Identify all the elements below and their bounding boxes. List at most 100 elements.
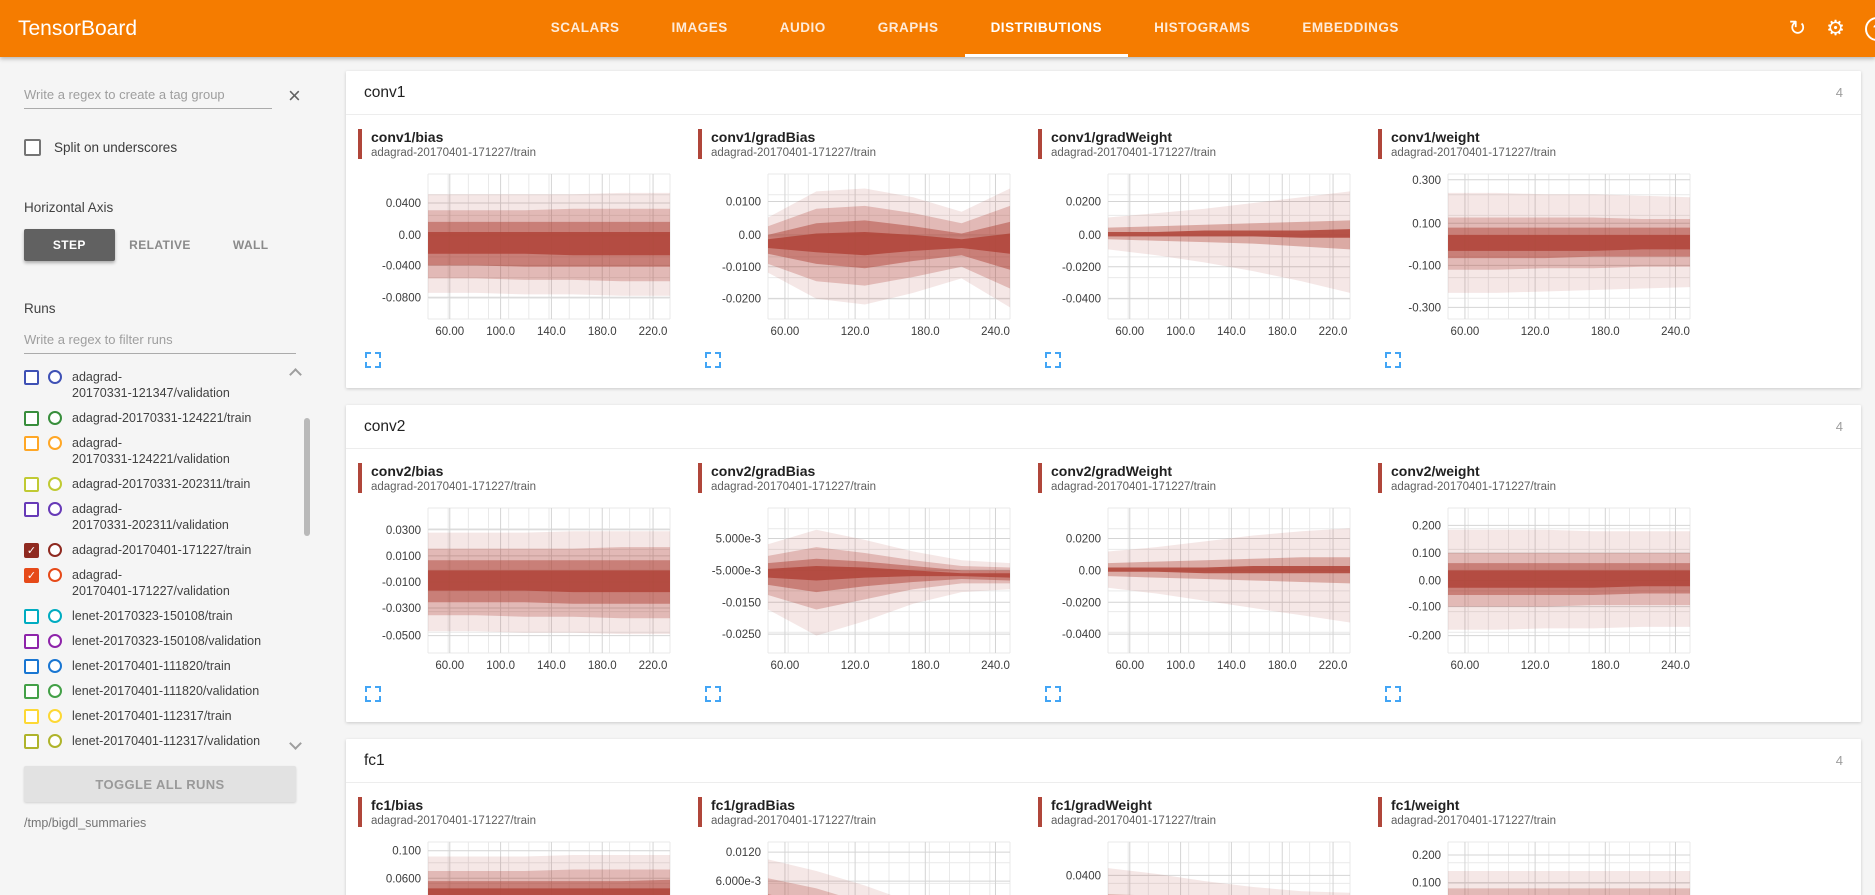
run-color-circle[interactable] — [48, 609, 62, 623]
refresh-icon[interactable]: ↻ — [1788, 16, 1807, 40]
expand-chart-icon[interactable] — [1044, 685, 1062, 706]
distribution-band — [1108, 229, 1350, 238]
distribution-plot[interactable]: 60.00 100.0 140.0 180.0 220.0 0.0200 0.00 -0.02… — [1038, 169, 1358, 345]
distribution-plot[interactable]: 60.00100.0140.0180.0220.00.04000.00-0.04… — [1038, 837, 1358, 895]
run-checkbox[interactable] — [24, 501, 39, 517]
tab-histograms[interactable]: HISTOGRAMS — [1154, 19, 1251, 35]
distribution-band — [428, 888, 670, 895]
y-tick-label: -0.100 — [1408, 602, 1441, 614]
x-tick-label: 180.0 — [1268, 660, 1297, 672]
split-underscores-row[interactable]: Split on underscores — [24, 139, 332, 156]
run-checkbox[interactable]: ✓ — [24, 567, 39, 583]
chart-title-block: conv2/gradBias adagrad-20170401-171227/tr… — [698, 463, 1038, 493]
tab-bar: SCALARS IMAGES AUDIO GRAPHS DISTRIBUTIONS HIS… — [161, 0, 1788, 57]
distribution-plot[interactable]: 60.00100.0140.0180.0220.00.1000.06000.02… — [358, 837, 678, 895]
distribution-plot[interactable]: 60.00 120.0 180.0 240.0 0.0100 0.00 -0.0100 -0.… — [698, 169, 1018, 345]
tab-distributions[interactable]: DISTRIBUTIONS — [964, 0, 1129, 57]
run-checkbox[interactable] — [24, 410, 39, 426]
run-color-circle[interactable] — [48, 370, 62, 384]
axis-button-step[interactable]: STEP — [24, 229, 115, 261]
axis-button-wall[interactable]: WALL — [205, 229, 296, 261]
run-color-circle[interactable] — [48, 502, 62, 516]
run-checkbox[interactable] — [24, 608, 39, 624]
expand-chart-icon[interactable] — [364, 351, 382, 372]
run-item[interactable]: lenet-20170323-150108/validation — [24, 628, 310, 653]
run-item[interactable]: adagrad-20170331-124221/train — [24, 405, 310, 430]
expand-chart-icon[interactable] — [1384, 685, 1402, 706]
split-underscores-checkbox[interactable] — [24, 139, 41, 156]
close-icon[interactable]: × — [288, 83, 301, 108]
run-item[interactable]: ✓ adagrad- 20170401-171227/validation — [24, 562, 310, 603]
run-item[interactable]: lenet-20170401-111820/validation — [24, 678, 310, 703]
expand-chart-icon[interactable] — [1044, 351, 1062, 372]
run-color-circle[interactable] — [48, 734, 62, 748]
run-checkbox[interactable] — [24, 633, 39, 649]
run-item[interactable]: adagrad- 20170331-202311/validation — [24, 496, 310, 537]
tab-embeddings[interactable]: EMBEDDINGS — [1302, 19, 1399, 35]
runs-regex-input[interactable] — [24, 328, 296, 354]
chart-title-block: conv2/weight adagrad-20170401-171227/trai… — [1378, 463, 1718, 493]
distribution-plot[interactable]: 60.00 100.0 140.0 180.0 220.0 0.0300 0.0100 -0.… — [358, 503, 678, 679]
expand-chart-icon[interactable] — [704, 351, 722, 372]
run-color-circle[interactable] — [48, 709, 62, 723]
run-color-circle[interactable] — [48, 477, 62, 491]
run-checkbox[interactable] — [24, 733, 39, 749]
tab-scalars[interactable]: SCALARS — [550, 19, 620, 35]
section-header-conv2[interactable]: conv2 4 — [346, 405, 1861, 449]
toggle-all-runs-button[interactable]: TOGGLE ALL RUNS — [24, 766, 296, 802]
run-item[interactable]: lenet-20170401-111820/train — [24, 653, 310, 678]
x-tick-label: 180.0 — [911, 660, 940, 672]
axis-button-relative[interactable]: RELATIVE — [115, 229, 206, 261]
distribution-plot[interactable]: 60.00 100.0 140.0 180.0 220.0 0.0200 0.00 -0.02… — [1038, 503, 1358, 679]
runs-scrollbar-thumb[interactable] — [304, 418, 310, 536]
y-tick-label: -0.0100 — [382, 577, 421, 589]
run-checkbox[interactable]: ✓ — [24, 542, 39, 558]
distribution-band — [1108, 191, 1350, 293]
expand-chart-icon[interactable] — [1384, 351, 1402, 372]
tab-images[interactable]: IMAGES — [671, 19, 728, 35]
distribution-plot[interactable]: 60.00 120.0 180.0 240.0 5.000e-3 -5.000e-3 -0.… — [698, 503, 1018, 679]
run-item[interactable]: lenet-20170323-150108/train — [24, 603, 310, 628]
y-tick-label: 0.0100 — [386, 551, 421, 563]
expand-chart-icon[interactable] — [364, 685, 382, 706]
run-checkbox[interactable] — [24, 708, 39, 724]
distribution-plot[interactable]: 60.00 120.0 180.0 240.0 0.200 0.100 0.00 -0.100… — [1378, 503, 1698, 679]
fullscreen-icon — [1045, 352, 1061, 368]
x-tick-label: 140.0 — [537, 326, 566, 338]
run-color-circle[interactable] — [48, 684, 62, 698]
run-color-circle[interactable] — [48, 543, 62, 557]
section-header-fc1[interactable]: fc1 4 — [346, 739, 1861, 783]
run-item[interactable]: lenet-20170401-112317/train — [24, 703, 310, 728]
fullscreen-icon — [1385, 686, 1401, 702]
chart-title: conv2/gradWeight — [1051, 463, 1173, 479]
settings-gear-icon[interactable]: ⚙ — [1826, 16, 1845, 40]
tab-graphs[interactable]: GRAPHS — [877, 19, 939, 35]
run-color-circle[interactable] — [48, 634, 62, 648]
help-icon[interactable]: ? — [1865, 16, 1875, 41]
run-checkbox[interactable] — [24, 658, 39, 674]
run-checkbox[interactable] — [24, 683, 39, 699]
x-tick-label: 60.00 — [435, 326, 464, 338]
expand-chart-icon[interactable] — [704, 685, 722, 706]
y-tick-label: 0.0120 — [726, 847, 761, 859]
tag-regex-input[interactable] — [24, 83, 272, 109]
run-checkbox[interactable] — [24, 369, 39, 385]
run-item[interactable]: ✓ adagrad-20170401-171227/train — [24, 537, 310, 562]
run-color-circle[interactable] — [48, 659, 62, 673]
tab-audio[interactable]: AUDIO — [779, 19, 826, 35]
run-checkbox[interactable] — [24, 476, 39, 492]
run-color-circle[interactable] — [48, 568, 62, 582]
section-header-conv1[interactable]: conv1 4 — [346, 71, 1861, 115]
run-item[interactable]: lenet-20170401-112317/validation — [24, 728, 310, 753]
run-color-circle[interactable] — [48, 436, 62, 450]
run-color-circle[interactable] — [48, 411, 62, 425]
run-checkbox[interactable] — [24, 435, 39, 451]
run-item[interactable]: adagrad- 20170331-121347/validation — [24, 364, 310, 405]
run-item[interactable]: adagrad-20170331-202311/train — [24, 471, 310, 496]
y-tick-label: 0.100 — [1412, 218, 1441, 230]
run-item[interactable]: adagrad- 20170331-124221/validation — [24, 430, 310, 471]
distribution-plot[interactable]: 60.00 120.0 180.0 240.0 0.300 0.100 -0.100 -0.3… — [1378, 169, 1698, 345]
